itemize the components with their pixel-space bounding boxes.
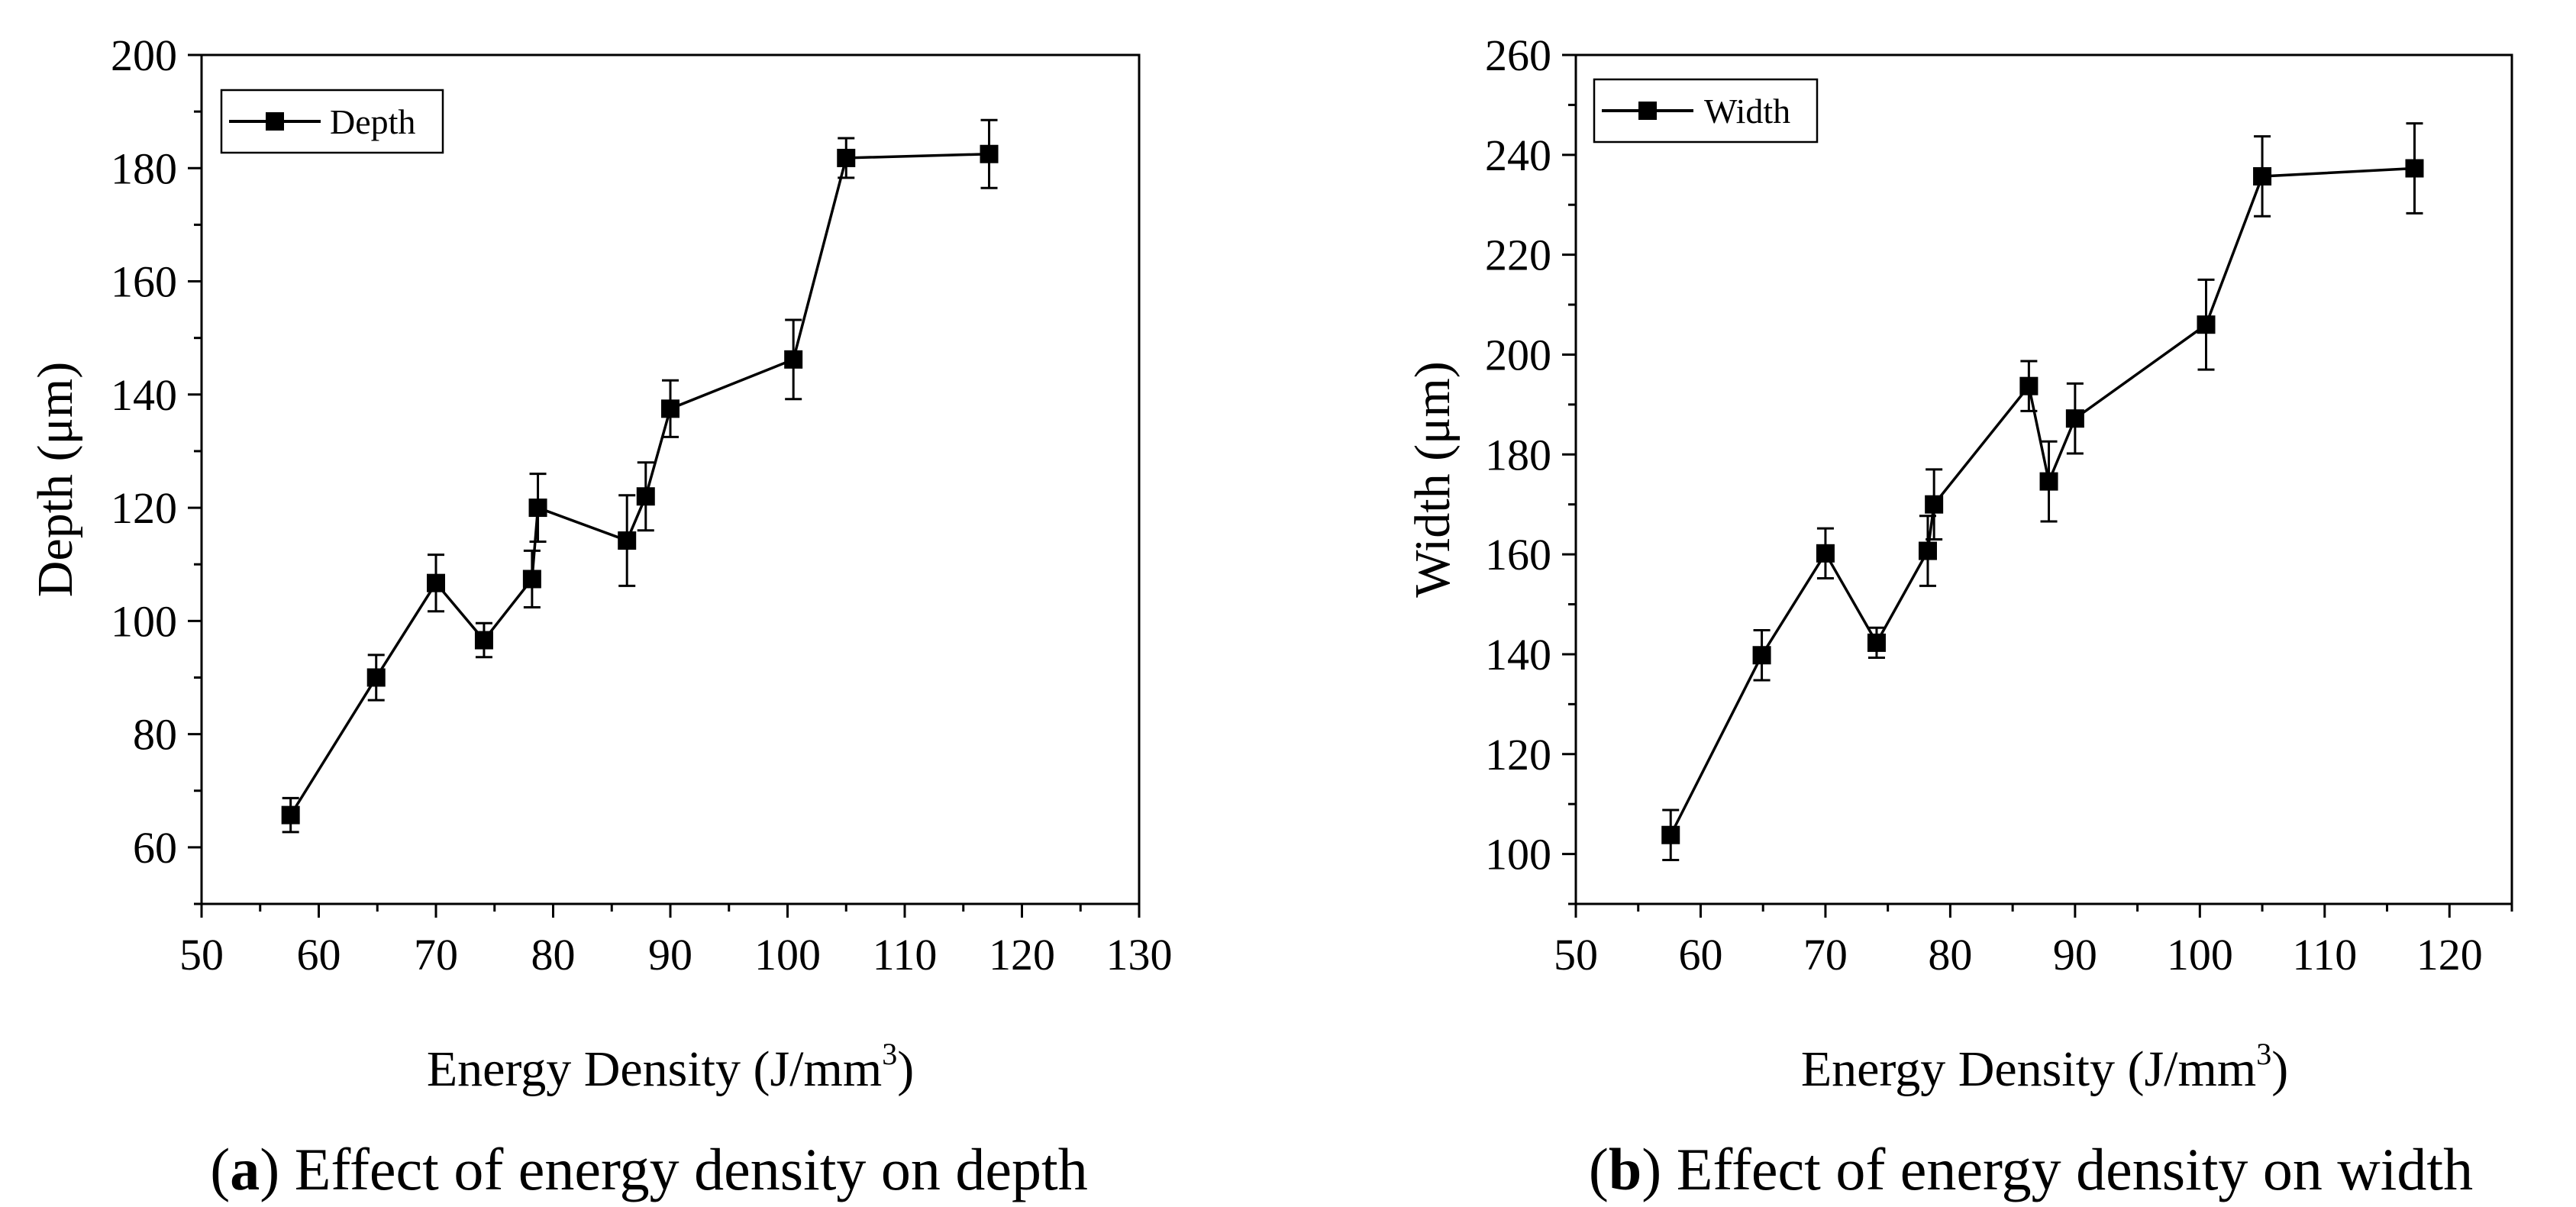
- depth-data-point: [837, 148, 856, 167]
- depth-x-tick-label: 90: [648, 930, 692, 979]
- width-data-point: [2405, 159, 2424, 178]
- width-x-axis-ticks: 50 60 70 80 90 100 110 120: [1554, 904, 2513, 979]
- depth-x-tick-label: 110: [873, 930, 938, 979]
- width-chart-panel: 50 60 70 80 90 100 110 120 100 120 140 160 180 200 22…: [1405, 31, 2513, 1202]
- depth-data-point: [618, 531, 637, 550]
- width-x-tick-label: 80: [1928, 930, 1972, 979]
- width-y-tick-label: 120: [1485, 730, 1551, 779]
- width-data-point: [1752, 646, 1771, 665]
- width-x-tick-label: 60: [1678, 930, 1722, 979]
- depth-x-axis-title: Energy Density (J/mm3): [427, 1037, 914, 1097]
- depth-data-point: [427, 573, 445, 592]
- depth-y-tick-label: 140: [111, 370, 177, 420]
- depth-data-point: [281, 805, 300, 825]
- width-x-tick-label: 110: [2292, 930, 2357, 979]
- width-legend-label: Width: [1704, 92, 1790, 131]
- depth-legend: Depth: [220, 89, 444, 154]
- depth-data-point: [366, 668, 386, 687]
- depth-x-tick-label: 70: [414, 930, 458, 979]
- width-y-axis-title: Width (μm): [1405, 361, 1461, 598]
- width-data-point: [2065, 409, 2084, 428]
- depth-data-point: [784, 350, 803, 369]
- width-x-tick-label: 90: [2053, 930, 2097, 979]
- width-x-tick-label: 120: [2416, 930, 2483, 979]
- width-x-axis-title: Energy Density (J/mm3): [1801, 1037, 2288, 1097]
- depth-legend-marker: [266, 112, 284, 131]
- width-series-line: [1669, 166, 2415, 836]
- width-y-tick-label: 100: [1485, 830, 1551, 879]
- depth-x-tick-label: 120: [989, 930, 1055, 979]
- depth-legend-label: Depth: [330, 102, 415, 141]
- depth-data-point: [522, 570, 541, 589]
- depth-y-tick-label: 100: [111, 596, 177, 646]
- width-x-tick-label: 100: [2167, 930, 2233, 979]
- depth-data-point: [661, 399, 680, 418]
- depth-y-axis-ticks: 60 80 100 120 140 160 180 200: [111, 31, 202, 905]
- depth-data-point: [528, 499, 547, 518]
- depth-x-tick-label: 130: [1106, 930, 1173, 979]
- width-data-point: [1816, 544, 1835, 563]
- width-data-point: [2039, 472, 2058, 491]
- width-y-tick-label: 240: [1485, 131, 1551, 180]
- depth-data-point: [980, 144, 999, 163]
- width-y-tick-label: 260: [1485, 31, 1551, 80]
- width-y-tick-label: 140: [1485, 630, 1551, 679]
- width-y-axis-ticks: 100 120 140 160 180 200 220 240 260: [1485, 31, 1576, 905]
- width-y-tick-label: 220: [1485, 231, 1551, 280]
- width-data-point: [1925, 495, 1944, 514]
- depth-x-tick-label: 100: [754, 930, 821, 979]
- width-y-tick-label: 180: [1485, 430, 1551, 479]
- width-data-point: [2019, 376, 2039, 395]
- width-data-point: [1867, 633, 1886, 652]
- depth-y-tick-label: 160: [111, 257, 177, 307]
- width-data-point: [1918, 541, 1937, 560]
- depth-x-tick-label: 50: [179, 930, 224, 979]
- width-y-tick-label: 200: [1485, 330, 1551, 379]
- depth-y-tick-label: 200: [111, 31, 177, 80]
- width-data-point: [2197, 315, 2216, 334]
- width-data-point: [2253, 166, 2272, 186]
- depth-x-axis-ticks: 50 60 70 80 90 100 110 120 130: [179, 904, 1173, 979]
- depth-y-axis-title: Depth (μm): [27, 362, 83, 597]
- depth-y-tick-label: 60: [133, 823, 177, 873]
- depth-y-tick-label: 80: [133, 710, 177, 760]
- width-x-tick-label: 50: [1554, 930, 1598, 979]
- depth-y-tick-label: 120: [111, 483, 177, 533]
- depth-x-tick-label: 80: [531, 930, 576, 979]
- width-plot-frame: [1574, 53, 2513, 905]
- depth-data-point: [636, 487, 655, 506]
- width-legend: Width: [1593, 78, 1819, 144]
- depth-series: [281, 118, 999, 834]
- width-caption: (b) Effect of energy density on width: [1589, 1136, 2473, 1202]
- depth-plot-frame: [200, 53, 1141, 905]
- depth-y-tick-label: 180: [111, 144, 177, 193]
- width-series: [1661, 122, 2424, 861]
- width-x-tick-label: 70: [1803, 930, 1848, 979]
- width-legend-marker: [1638, 102, 1657, 120]
- depth-x-tick-label: 60: [297, 930, 341, 979]
- depth-caption: (a) Effect of energy density on depth: [210, 1136, 1087, 1202]
- depth-series-line: [289, 152, 989, 816]
- depth-chart-panel: 50 60 70 80 90 100 110 120 130 60 80 100 120 140 160 1…: [27, 31, 1173, 1202]
- depth-data-point: [474, 631, 493, 650]
- width-y-tick-label: 160: [1485, 530, 1551, 579]
- width-data-point: [1661, 825, 1680, 844]
